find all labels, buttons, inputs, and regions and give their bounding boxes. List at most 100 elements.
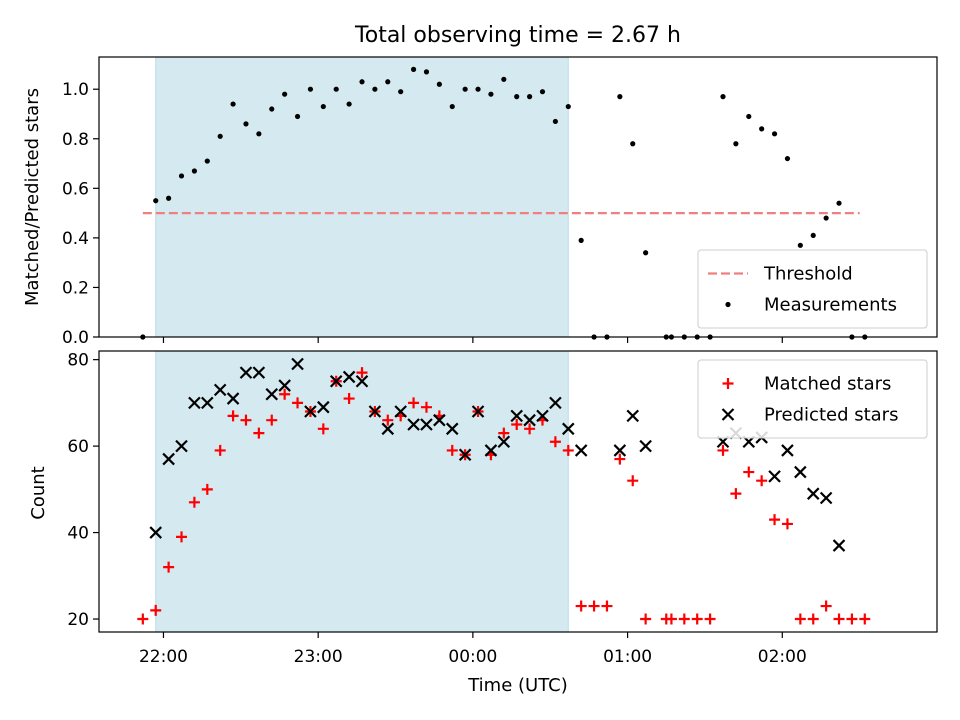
measurement-point [385,79,391,85]
y-tick-label: 0.8 [62,130,89,150]
predicted-star-point [536,409,549,423]
matched-star-point [137,613,149,625]
x-tick-label: 00:00 [448,647,497,667]
y-axis-label-bottom: Count [28,466,49,519]
predicted-star-point [471,405,485,418]
predicted-star-point [239,366,253,379]
matched-star-point [408,397,420,409]
matched-star-point [498,427,510,439]
predicted-star-point [162,452,175,466]
predicted-star-point [445,422,459,436]
matched-star-point [511,418,523,430]
legend-box [697,249,928,329]
x-tick-label: 02:00 [758,647,807,667]
predicted-star-point [394,405,407,418]
measurement-point [733,141,739,147]
matched-star-point [743,466,755,478]
matched-star-point [769,514,781,526]
measurement-point [565,103,571,110]
y-tick-label: 0.4 [62,229,89,249]
measurement-point [797,242,803,248]
matched-star-point [807,613,819,625]
measurement-point [346,101,352,107]
predicted-star-point [329,374,343,388]
legend-label: Measurements [764,295,897,316]
measurement-point [230,101,236,107]
predicted-star-point [626,409,640,423]
y-tick-label: 80 [67,351,89,371]
matched-star-point [227,410,239,422]
measurement-point [552,118,558,125]
matched-star-point [704,613,716,625]
matched-star-point [717,444,729,456]
predicted-star-point [213,383,227,397]
x-axis-label: Time (UTC) [467,675,568,696]
predicted-star-point [291,357,304,371]
predicted-star-point [368,405,382,418]
measurement-point [153,198,159,204]
y-tick-label: 20 [67,610,89,630]
matched-star-point [665,613,677,625]
measurement-point [398,89,404,95]
measurement-point [836,200,842,206]
measurement-point [643,250,649,256]
predicted-star-point [175,439,188,453]
matched-star-point [201,483,213,495]
measurement-point [771,131,778,137]
matched-star-point [420,401,432,413]
matched-star-point [730,488,742,500]
y-tick-label: 1.0 [62,80,89,100]
matched-star-point [691,613,703,625]
observing-window-shade [155,56,569,338]
matched-star-point [382,414,394,426]
measurement-point [746,113,752,120]
measurement-point [372,86,378,92]
predicted-star-point [819,491,833,505]
predicted-star-point [407,418,420,431]
legend-label: Predicted stars [764,405,898,426]
matched-star-point [846,613,858,625]
y-tick-label: 0.2 [62,278,89,298]
measurement-point [410,66,417,72]
matched-star-point [292,397,304,409]
legend-label: Threshold [763,264,853,285]
measurement-point [256,131,262,137]
plot-layer: 0.0 0.2 0.4 0.6 0.8 1.0 Threshold Measurements 2… [62,56,938,667]
matched-star-point [163,561,175,573]
predicted-star-point [806,487,820,500]
x-tick-label: 01:00 [603,647,652,667]
predicted-star-point [355,374,369,388]
measurement-point [539,89,546,95]
predicted-star-point [510,409,523,423]
matched-star-point [678,613,690,625]
plot-frame [98,350,938,633]
series-measurements [140,66,868,340]
chart-title: Total observing time = 2.67 h [354,23,681,48]
measurement-point [333,86,339,92]
matched-star-point [781,518,793,530]
matched-star-point [266,414,278,426]
measurement-point [204,158,210,164]
predicted-star-point [188,396,201,410]
measurement-point [307,86,314,92]
matched-star-point [446,444,458,456]
legend-matched-swatch [722,378,734,389]
predicted-star-point [201,396,214,410]
predicted-star-point [433,413,446,427]
matched-star-point [640,613,652,625]
measurement-point [462,86,468,92]
measurement-point [423,69,430,75]
matched-star-point [343,393,355,405]
predicted-star-point [420,418,433,431]
measurement-point [810,232,816,239]
legend-predicted-swatch [721,408,735,421]
measurement-point [514,94,520,100]
observing-window-shade [155,350,569,633]
predicted-star-point [342,370,356,384]
predicted-star-point [768,470,781,483]
series-matched-stars [137,367,871,625]
predicted-star-point [639,439,652,453]
matched-star-point [627,475,639,487]
predicted-star-point [832,539,846,552]
